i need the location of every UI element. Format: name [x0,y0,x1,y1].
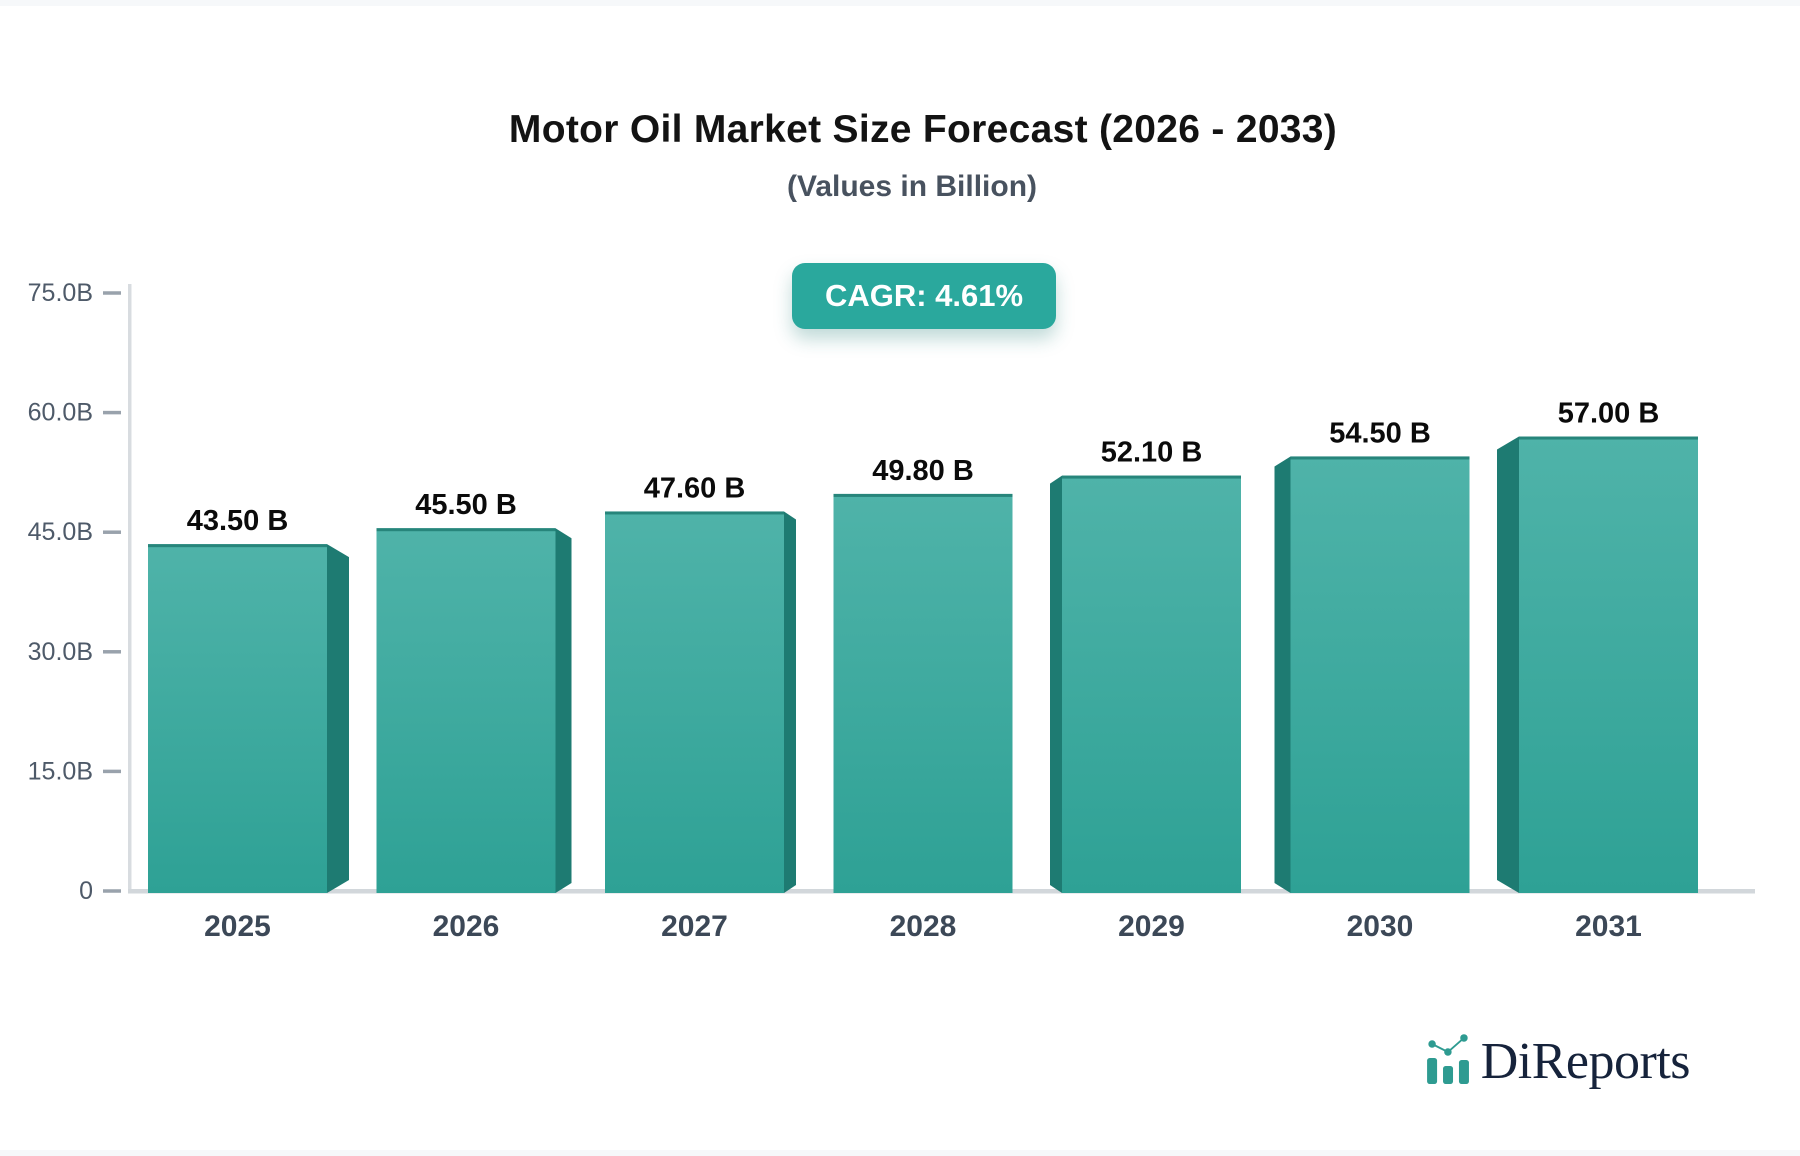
x-axis-label: 2026 [433,910,500,943]
bar-group: 45.50 B 2026 [376,489,572,943]
y-axis-label: 15.0B [28,757,93,785]
bar-face [1062,475,1241,893]
bar-side-face [327,544,349,893]
bar-group: 49.80 B 2028 [833,455,1013,943]
y-axis-tick [103,291,121,295]
bar-value-label: 49.80 B [872,455,974,487]
y-axis-label: 60.0B [28,399,93,427]
bar-side-face [784,511,796,893]
bar-group: 47.60 B 2027 [605,472,796,943]
y-axis-tick [103,410,121,415]
y-axis-label: 75.0B [28,279,93,307]
x-axis-label: 2028 [890,910,957,943]
bar-chart-canvas: 75.0B 60.0B 45.0B 30.0B 15.0B 0 43.50 B 2025 45.… [28,279,1755,943]
bar-side-face [1050,475,1062,893]
x-axis-label: 2025 [204,910,271,943]
bar-group: 54.50 B 2030 [1274,417,1470,943]
bar-face [833,493,1013,893]
bar-group: 43.50 B 2025 [148,505,349,943]
y-axis-tick [103,650,121,654]
y-axis-tick [103,889,121,893]
x-axis-label: 2030 [1347,910,1414,943]
bar-group: 57.00 B 2031 [1497,398,1698,943]
bar-value-label: 43.50 B [187,505,289,537]
y-axis-tick [103,530,121,534]
bar-face [376,528,556,893]
bar-chart-trend-icon [1426,1034,1469,1084]
bar-top-edge [605,511,784,515]
bar-group: 52.10 B 2029 [1050,437,1241,943]
bar-value-label: 52.10 B [1101,437,1203,469]
bar-face [148,544,327,893]
y-axis-label: 45.0B [28,518,93,546]
bar-side-face [1274,456,1291,893]
bar-top-edge [1290,456,1470,460]
bar-value-label: 57.00 B [1558,398,1660,430]
bar-side-face [1497,436,1519,893]
x-axis-label: 2027 [661,910,728,943]
bar-side-face [555,528,572,893]
bar-top-edge [1519,436,1698,440]
cagr-badge: CAGR: 4.61% [792,263,1056,329]
bar-value-label: 54.50 B [1329,417,1431,449]
bar-top-edge [148,544,327,548]
y-axis-line [128,284,132,893]
bar-top-edge [1062,475,1241,479]
y-axis-tick [103,769,121,774]
brand-logo-text: DiReports [1480,1033,1691,1090]
bar-top-edge [833,493,1013,497]
y-axis-label: 30.0B [28,638,93,666]
brand-logo: DiReports [1426,1033,1691,1090]
bar-face [1290,456,1470,893]
bar-face [1519,436,1698,893]
chart-subtitle: (Values in Billion) [786,170,1038,203]
bar-top-edge [376,528,556,532]
y-axis-label: 0 [79,877,93,905]
chart-title: Motor Oil Market Size Forecast (2026 - 2… [508,108,1338,151]
bar-value-label: 45.50 B [415,489,517,521]
x-axis-label: 2029 [1118,910,1185,943]
bar-value-label: 47.60 B [644,472,746,504]
x-axis-label: 2031 [1575,910,1642,943]
bar-face [605,511,784,893]
